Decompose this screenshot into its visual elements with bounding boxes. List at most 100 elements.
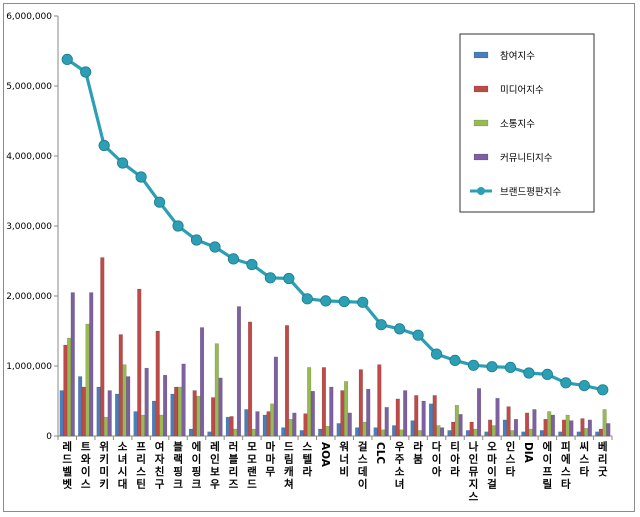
legend-swatch — [473, 85, 489, 93]
x-tick-label: AOA — [319, 442, 331, 468]
bar — [329, 386, 334, 437]
legend-label: 브랜드평판지수 — [500, 187, 561, 198]
bar — [310, 391, 315, 437]
data-point — [486, 361, 498, 373]
bar — [321, 367, 326, 437]
bar — [395, 398, 400, 437]
bar — [458, 414, 463, 437]
bar — [255, 411, 260, 437]
bar — [432, 395, 437, 437]
bar — [521, 431, 526, 437]
data-point — [246, 258, 258, 271]
bar — [325, 426, 330, 437]
data-point — [430, 348, 443, 360]
bar — [414, 395, 419, 437]
bar — [299, 430, 304, 437]
bar — [96, 386, 101, 437]
y-tick-label: 0 — [46, 432, 52, 442]
bar — [59, 390, 64, 437]
legend-label: 소통지수 — [500, 119, 535, 130]
bar — [284, 325, 290, 437]
bar — [126, 376, 131, 437]
bar — [399, 429, 404, 437]
bar — [233, 428, 238, 437]
bar — [151, 400, 157, 437]
bar — [598, 428, 603, 437]
bar — [362, 421, 367, 437]
bar — [373, 427, 378, 437]
bar — [528, 428, 533, 437]
bar — [543, 419, 548, 437]
bar — [488, 419, 493, 437]
bar — [211, 397, 216, 437]
bar — [270, 403, 275, 437]
bar — [451, 421, 456, 437]
data-point — [283, 272, 295, 285]
data-point — [357, 296, 369, 308]
bar — [85, 323, 90, 437]
bar — [100, 257, 105, 437]
bar — [340, 390, 345, 437]
y-tick-label: 5,000,000 — [6, 82, 52, 92]
bar — [273, 356, 278, 437]
legend-label: 참여지수 — [500, 50, 535, 62]
bar — [225, 416, 230, 437]
legend-label: 미디어지수 — [500, 85, 544, 96]
bar — [70, 292, 75, 437]
bar — [137, 288, 142, 437]
bar — [288, 419, 293, 437]
data-point — [98, 139, 110, 152]
bar — [358, 369, 363, 437]
bar — [118, 334, 123, 437]
bar — [78, 376, 83, 437]
data-point — [172, 220, 184, 232]
bar — [155, 330, 160, 437]
data-point — [504, 361, 517, 373]
bar — [506, 406, 511, 437]
bar — [421, 400, 426, 437]
bar — [214, 343, 219, 437]
data-point — [449, 354, 461, 366]
bar — [281, 427, 286, 437]
bar — [539, 430, 544, 437]
data-point — [135, 171, 147, 183]
bar — [525, 412, 530, 437]
bar — [115, 393, 120, 437]
bar — [440, 427, 445, 437]
y-tick-label: 4,000,000 — [6, 152, 52, 162]
bar — [67, 337, 72, 437]
bar — [218, 377, 223, 437]
bar — [547, 411, 552, 437]
bar — [380, 429, 386, 437]
bar — [513, 419, 519, 437]
data-point — [320, 295, 332, 307]
data-point — [153, 196, 166, 208]
bar — [454, 405, 459, 437]
legend-label: 커뮤니티지수 — [500, 153, 553, 164]
bar — [177, 386, 182, 437]
bar — [207, 431, 212, 437]
y-tick-label: 1,000,000 — [6, 362, 52, 372]
data-point — [61, 53, 73, 66]
bar — [602, 409, 607, 437]
data-point — [190, 234, 203, 246]
legend-swatch — [473, 153, 489, 161]
bar — [163, 374, 168, 437]
bar — [532, 409, 537, 437]
x-tick-label: CLC — [374, 442, 386, 464]
bar — [392, 425, 397, 437]
bar — [188, 428, 194, 437]
bar — [236, 306, 242, 437]
legend-swatch — [473, 119, 489, 127]
data-point — [301, 293, 313, 305]
bar — [584, 428, 589, 437]
